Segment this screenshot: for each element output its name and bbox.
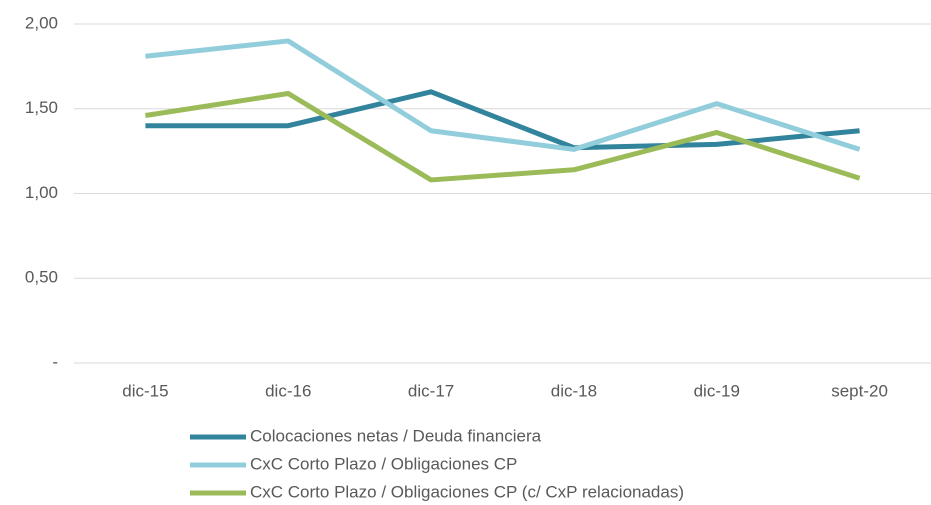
y-tick-label: 2,00 xyxy=(25,13,58,32)
x-tick-label: dic-15 xyxy=(122,381,168,400)
series-line xyxy=(145,90,861,183)
y-tick-label: - xyxy=(52,352,58,371)
legend-label: Colocaciones netas / Deuda financiera xyxy=(250,426,542,445)
y-tick-label: 0,50 xyxy=(25,268,58,287)
y-tick-label: 1,00 xyxy=(25,183,58,202)
x-tick-label: sept-20 xyxy=(831,381,888,400)
x-tick-label: dic-17 xyxy=(408,381,454,400)
series-line xyxy=(145,38,861,152)
legend-label: CxC Corto Plazo / Obligaciones CP (c/ Cx… xyxy=(250,482,684,501)
legend-label: CxC Corto Plazo / Obligaciones CP xyxy=(250,454,517,473)
x-tick-label: dic-18 xyxy=(551,381,597,400)
x-tick-label: dic-16 xyxy=(265,381,311,400)
x-tick-label: dic-19 xyxy=(694,381,740,400)
y-tick-label: 1,50 xyxy=(25,98,58,117)
